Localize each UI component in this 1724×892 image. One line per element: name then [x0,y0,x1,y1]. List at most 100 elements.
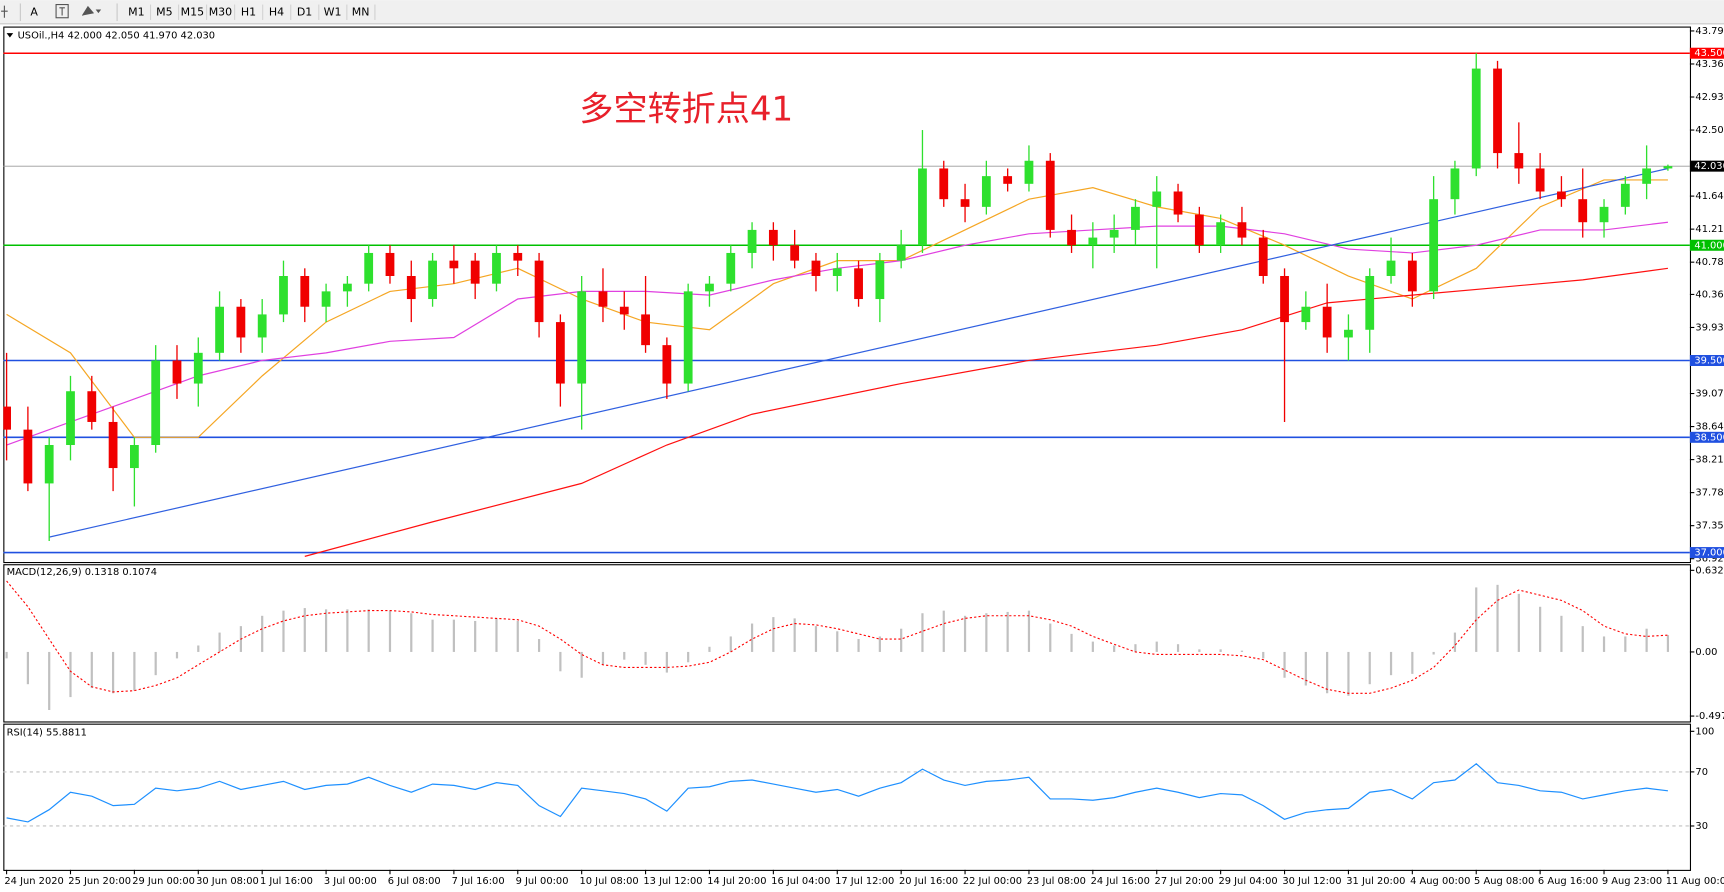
candle-body [768,229,778,246]
x-tick-label: 6 Aug 16:00 [1538,876,1598,887]
timeframe-label[interactable]: M1 [128,5,144,18]
level-label-bg [1689,47,1724,59]
macd-bar [836,631,839,652]
candle-body [1088,237,1098,246]
timeframe-button[interactable] [151,3,178,22]
rsi-line [6,762,1669,823]
y-tick-label: 43.790 [1695,26,1724,37]
x-tick-label: 10 Jul 08:00 [579,876,638,887]
candle-body [364,252,374,284]
candle-body [1493,68,1502,154]
candle-body [1514,153,1524,169]
timeframe-button[interactable] [179,3,206,22]
macd-bar [1027,610,1031,652]
macd-bar [1368,651,1371,685]
candle-body [406,275,416,300]
candle-body [1301,306,1311,323]
macd-bar [1666,635,1670,652]
macd-bar [1091,641,1094,652]
shapes-tool[interactable] [81,5,102,16]
x-tick-label: 13 Jul 12:00 [643,876,702,887]
x-tick-label: 24 Jun 2020 [4,876,63,887]
macd-bar [1219,649,1222,652]
timeframe-button[interactable] [291,3,318,22]
candle-body [981,176,991,207]
candle-body [1024,160,1034,184]
timeframe-label[interactable]: M5 [156,5,172,18]
x-tick-label: 11 Aug 00:00 [1666,876,1724,887]
timeframe-label[interactable]: M30 [209,5,232,18]
candle-body [300,275,310,307]
macd-bar [48,651,51,711]
candle-body [790,245,800,261]
macd-bar [1176,644,1180,652]
candle-body [1535,168,1545,192]
candle-body [918,168,927,246]
y-tick-label: -0.497 [1695,711,1724,722]
macd-bar [175,651,179,659]
annotation: 多空转折点41 [579,90,793,130]
level-label: 43.500 [1694,48,1724,59]
indicator-line [49,167,1669,538]
timeframe-label[interactable]: W1 [324,5,342,18]
timeframe-button[interactable] [235,3,262,22]
timeframe-button[interactable] [319,3,346,22]
candle-body [1578,199,1588,223]
label-tool[interactable] [55,4,69,19]
candle-body [598,291,608,307]
macd-bar [452,619,455,652]
y-tick-label: 38.640 [1695,422,1724,433]
indicator-line [304,267,1669,557]
candle-body [151,360,161,446]
timeframe-label[interactable]: MN [352,5,370,18]
text-tool[interactable]: A [30,5,38,18]
timeframe-label[interactable]: M15 [181,5,204,18]
macd-bar [388,610,392,652]
candle-body [534,260,544,323]
macd-bar [1347,651,1350,696]
candle-body [854,268,863,300]
macd-bar [90,651,93,689]
x-tick-label: 30 Jul 12:00 [1282,876,1341,887]
candle-body [1258,237,1268,276]
candle-body [705,283,714,292]
candle-body [215,306,224,353]
candle-body [1365,275,1375,330]
cursor-tool[interactable] [1,5,8,18]
candle-body [1663,166,1673,169]
candle-body [960,199,970,207]
timeframe-button[interactable] [207,3,234,22]
candle-body [1131,206,1140,230]
candle-body [342,283,352,292]
timeframe-button[interactable] [263,3,290,22]
macd-bar [1539,606,1542,652]
timeframe-button[interactable] [123,3,150,22]
y-tick-label: 41.210 [1695,224,1724,235]
x-tick-label: 14 Jul 20:00 [707,876,766,887]
timeframe-button[interactable] [347,3,374,22]
timeframe-label[interactable]: D1 [297,5,312,18]
macd-bar [1283,651,1286,678]
level-label-bg [1689,239,1724,251]
candle-body [1642,168,1652,184]
timeframe-label[interactable]: H1 [241,5,256,18]
macd-bar [1645,628,1648,652]
candle-body [1152,191,1162,207]
macd-bar [1624,636,1627,652]
level-label: 37.000 [1694,548,1724,559]
macd-bar [1602,636,1606,652]
y-tick-label: 100 [1695,726,1714,737]
macd-bar [857,639,860,652]
macd-bar [1240,650,1244,652]
macd-bar [580,651,583,678]
macd-bar [1006,611,1009,652]
macd-bar [985,613,988,652]
candle-body [129,445,139,469]
macd-bar [878,636,881,652]
rsi-title: RSI(14) 55.8811 [7,727,87,738]
macd-bar [665,651,668,673]
candle-body [1557,191,1566,200]
macd-bar [69,651,72,698]
timeframe-label[interactable]: H4 [269,5,284,18]
